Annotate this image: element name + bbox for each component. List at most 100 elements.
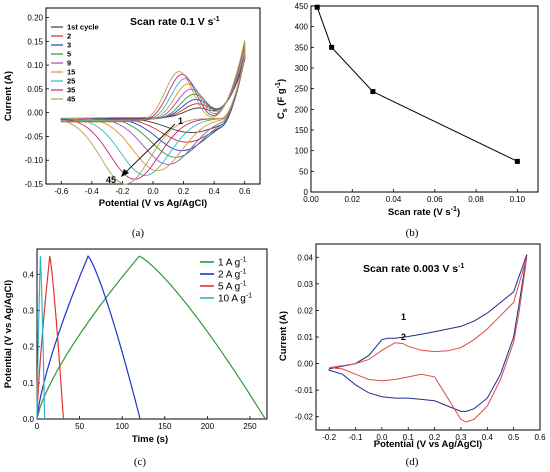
- panel-d-curve-label-2: 2: [401, 332, 406, 342]
- panel-c-curves: [36, 255, 266, 420]
- panel-b-xtick-label: 0.10: [510, 195, 526, 204]
- panel-b-marker: [514, 158, 520, 164]
- panel-d-xtick-label: -0.1: [349, 433, 363, 442]
- panel-b-marker: [329, 44, 335, 50]
- panel-a-xtick-label: -0.4: [85, 187, 99, 196]
- panel-d-ticks: -0.2 -0.1 0.0 0.1 0.2 0.3 0.4 0.5 0.6 -0.02 -0.01 0…: [295, 253, 546, 442]
- panel-c-ytick-label: 0.4: [23, 270, 35, 279]
- panel-d-ytick-label: 0.04: [297, 253, 313, 262]
- panel-b-xlabel: Scan rate (V s-1): [388, 206, 460, 218]
- panel-a-xtick-label: -0.6: [54, 187, 68, 196]
- panel-a-legend-label: 5: [67, 50, 71, 59]
- panel-b-plot-frame: [310, 5, 539, 193]
- panel-a-legend-label: 9: [67, 59, 71, 68]
- panel-b-ytick-label: 400: [295, 23, 309, 32]
- panel-c-series-5: [36, 256, 64, 420]
- panel-c-xtick-label: 100: [116, 422, 130, 431]
- panel-c-legend-label: 2 A g-1: [218, 269, 247, 281]
- panel-a-ytick-label: -0.05: [25, 132, 44, 141]
- panel-b-ticks: 0.00 0.02 0.04 0.06 0.08 0.10 0 50 100 150 200 250 3…: [295, 2, 526, 204]
- panel-c-xlabel: Time (s): [132, 434, 168, 445]
- panel-c-plot-frame: [36, 248, 268, 420]
- panel-a-legend-label: 15: [67, 68, 75, 77]
- panel-c-legend-label: 5 A g-1: [218, 281, 247, 293]
- panel-c-series-2: [36, 255, 141, 420]
- panel-a-arrow-end-label: 45: [106, 175, 116, 185]
- panel-a-series-5: [60, 54, 246, 158]
- panel-b-ytick-label: 150: [295, 126, 309, 135]
- panel-b-ytick-label: 350: [295, 43, 309, 52]
- panel-a-xlabel: Potential (V vs Ag/AgCl): [99, 198, 207, 209]
- panel-b-curve: [314, 4, 520, 164]
- panel-a-xtick-label: -0.2: [116, 187, 130, 196]
- panel-c-xtick-label: 150: [158, 422, 172, 431]
- panel-b-xtick-label: 0.06: [427, 195, 443, 204]
- panel-d-xlabel: Potential (V vs Ag/AgCl): [374, 439, 482, 450]
- panel-a-plot-frame: [45, 7, 261, 185]
- panel-a-ytick-label: 0.20: [27, 14, 43, 23]
- panel-a-caption: (a): [132, 227, 145, 239]
- panel-d-series-1: [328, 254, 528, 412]
- panel-b-xtick-label: 0.00: [303, 195, 319, 204]
- panel-c-ytick-label: 0.2: [23, 343, 35, 352]
- panel-b-xtick-label: 0.08: [468, 195, 484, 204]
- panel-a-ytick-label: 0.00: [27, 109, 43, 118]
- panel-a-ytick-label: -0.15: [25, 180, 44, 189]
- panel-a-legend-label: 35: [67, 86, 75, 95]
- panel-c-caption: (c): [134, 456, 147, 468]
- panel-d-xtick-label: 0.2: [429, 433, 441, 442]
- panel-b-xtick-label: 0.04: [386, 195, 402, 204]
- panel-a-xtick-label: 0.0: [147, 187, 159, 196]
- panel-b-marker: [370, 89, 376, 95]
- panel-d-ytick-label: -0.01: [295, 386, 314, 395]
- panel-d: -0.2 -0.1 0.0 0.1 0.2 0.3 0.4 0.5 0.6 -0.02 -0.01 0…: [278, 243, 546, 468]
- panel-c-legend-label: 10 A g-1: [218, 293, 252, 305]
- panel-a-legend-label: 1st cycle: [67, 23, 99, 32]
- panel-a-arrow: [124, 123, 176, 174]
- panel-d-xtick-label: -0.2: [322, 433, 336, 442]
- panel-c-ytick-label: 0.1: [23, 379, 35, 388]
- panel-a-series-45: [60, 40, 246, 185]
- panel-c-series-1: [36, 255, 266, 420]
- panel-d-xtick-label: 0.6: [534, 433, 546, 442]
- panel-c-xtick-label: 250: [243, 422, 257, 431]
- panel-b-ytick-label: 450: [295, 2, 309, 11]
- panel-d-title: Scan rate 0.003 V s-1: [363, 263, 464, 275]
- panel-b-ytick-label: 0: [304, 188, 309, 197]
- panel-b-ytick-label: 250: [295, 85, 309, 94]
- panel-a-legend-label: 3: [67, 41, 71, 50]
- panel-b: 0.00 0.02 0.04 0.06 0.08 0.10 0 50 100 150 200 250 3…: [275, 2, 539, 239]
- panel-c-ytick-label: 0.0: [23, 415, 35, 424]
- panel-b-ytick-label: 50: [299, 167, 308, 176]
- panel-b-xtick-label: 0.02: [344, 195, 360, 204]
- panel-d-caption: (d): [406, 456, 419, 468]
- panel-b-ytick-label: 300: [295, 64, 309, 73]
- panel-c: 0 50 100 150 200 250 0.0 0.1 0.2 0.3 0.4 1 A g-12 …: [3, 248, 268, 468]
- panel-a-ytick-label: 0.10: [27, 61, 43, 70]
- panel-a-arrowhead: [121, 169, 129, 177]
- panel-c-xtick-label: 50: [75, 422, 84, 431]
- panel-c-ylabel: Potential (V vs Ag/AgCl): [3, 280, 14, 388]
- panel-d-ytick-label: 0.00: [297, 360, 313, 369]
- panel-c-legend: 1 A g-12 A g-15 A g-110 A g-1: [200, 257, 252, 305]
- panel-d-ylabel: Current (A): [278, 311, 289, 361]
- panel-b-ytick-label: 200: [295, 105, 309, 114]
- panel-c-ticks: 0 50 100 150 200 250 0.0 0.1 0.2 0.3 0.4: [23, 270, 257, 431]
- panel-d-xtick-label: 0.0: [376, 433, 388, 442]
- panel-c-series-10: [36, 256, 46, 420]
- panel-c-xtick-label: 0: [35, 422, 40, 431]
- panel-a-xtick-label: 0.2: [178, 187, 190, 196]
- panel-a-ytick-label: 0.15: [27, 37, 43, 46]
- panel-a-curves: [60, 40, 246, 185]
- panel-d-ytick-label: -0.02: [295, 413, 314, 422]
- panel-a-ylabel: Current (A): [3, 71, 14, 121]
- panel-d-series-2: [329, 257, 528, 423]
- panel-c-xtick-label: 200: [201, 422, 215, 431]
- panel-a-legend-label: 2: [67, 32, 71, 41]
- panel-b-caption: (b): [406, 227, 419, 239]
- panel-d-xtick-label: 0.3: [455, 433, 467, 442]
- panel-d-xtick-label: 0.1: [403, 433, 415, 442]
- panel-a-arrow-start-label: 1: [178, 116, 183, 126]
